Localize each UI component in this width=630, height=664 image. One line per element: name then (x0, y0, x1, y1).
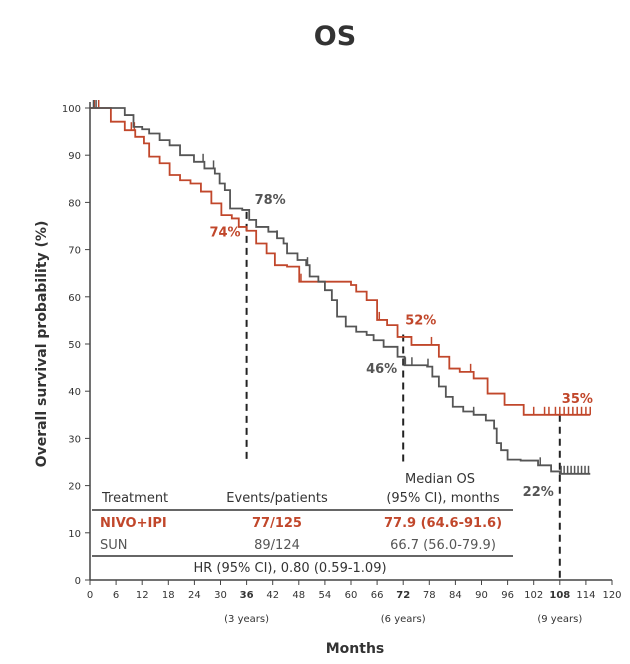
x-tick-label: 18 (162, 590, 175, 601)
table-cell-median: 66.7 (56.0-79.9) (390, 538, 496, 553)
x-tick-label: 36 (240, 590, 254, 601)
y-tick-label: 40 (68, 387, 81, 398)
table-cell-median: 77.9 (64.6-91.6) (384, 516, 502, 531)
x-tick-label: 102 (524, 590, 543, 601)
y-tick-label: 20 (68, 482, 81, 493)
annotation-label: 35% (562, 392, 593, 407)
table-cell-treatment: NIVO+IPI (100, 516, 167, 531)
y-tick-label: 30 (68, 434, 81, 445)
x-tick-label: 84 (449, 590, 462, 601)
x-axis-label: Months (326, 641, 385, 657)
x-tick-label: 78 (423, 590, 436, 601)
y-tick-label: 80 (68, 198, 81, 209)
x-tick-label: 114 (576, 590, 595, 601)
year-label: (6 years) (381, 614, 426, 625)
y-tick-label: 10 (68, 529, 81, 540)
y-axis-label: Overall survival probability (%) (34, 221, 50, 468)
table-header-treatment: Treatment (101, 491, 168, 506)
x-tick-label: 108 (549, 590, 570, 601)
x-tick-label: 120 (602, 590, 621, 601)
x-tick-label: 48 (292, 590, 305, 601)
x-tick-label: 72 (396, 590, 410, 601)
x-tick-label: 6 (113, 590, 119, 601)
table-cell-treatment: SUN (100, 538, 128, 553)
y-tick-label: 90 (68, 151, 81, 162)
x-tick-label: 60 (345, 590, 358, 601)
x-tick-label: 96 (501, 590, 514, 601)
table-footer-hr: HR (95% CI), 0.80 (0.59-1.09) (193, 561, 386, 576)
chart-title: OS (314, 21, 356, 52)
x-tick-label: 12 (136, 590, 149, 601)
annotation-label: 52% (405, 314, 436, 329)
table-header-events: Events/patients (226, 491, 328, 506)
x-tick-label: 42 (266, 590, 279, 601)
x-tick-label: 66 (371, 590, 384, 601)
table-header-median: (95% CI), months (386, 491, 500, 506)
year-label: (3 years) (224, 614, 269, 625)
annotation-label: 74% (209, 226, 240, 241)
y-tick-label: 70 (68, 246, 81, 257)
y-tick-label: 100 (62, 104, 81, 115)
survival-curve-nivo-ipi (90, 107, 591, 416)
annotation-label: 46% (366, 362, 397, 377)
survival-curve-sun (90, 107, 591, 475)
table-header-top: Median OS (405, 472, 475, 487)
x-tick-label: 24 (188, 590, 201, 601)
x-tick-label: 90 (475, 590, 488, 601)
y-tick-label: 0 (75, 576, 81, 587)
annotation-label: 22% (523, 485, 554, 500)
annotation-label: 78% (255, 193, 286, 208)
x-tick-label: 0 (87, 590, 93, 601)
y-tick-label: 60 (68, 293, 81, 304)
y-tick-label: 50 (68, 340, 81, 351)
x-tick-label: 30 (214, 590, 227, 601)
x-tick-label: 54 (319, 590, 332, 601)
table-cell-events: 77/125 (252, 516, 302, 531)
table-cell-events: 89/124 (254, 538, 300, 553)
year-label: (9 years) (537, 614, 582, 625)
